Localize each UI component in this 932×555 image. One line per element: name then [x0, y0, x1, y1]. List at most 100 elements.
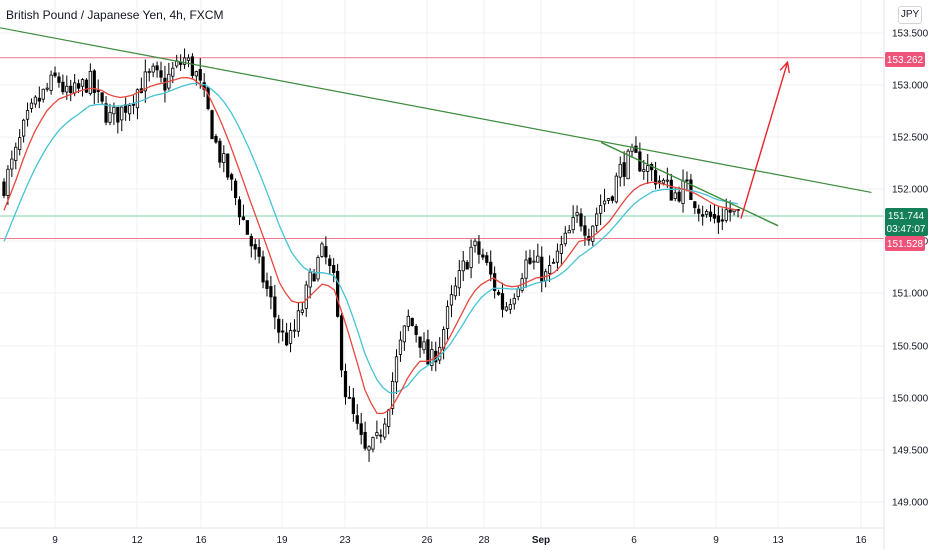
- current-price-value: 151.744: [888, 211, 925, 222]
- candle: [257, 239, 261, 264]
- candle: [10, 150, 14, 177]
- candle: [563, 226, 567, 247]
- candle: [512, 293, 516, 310]
- x-tick-label: 9: [713, 535, 719, 546]
- short-trendline[interactable]: [600, 141, 779, 227]
- candle: [430, 341, 434, 371]
- candle: [120, 106, 124, 132]
- moving-averages: [3, 76, 739, 415]
- candle: [465, 259, 469, 270]
- candle: [328, 254, 332, 275]
- candle: [127, 102, 132, 121]
- candle: [308, 268, 312, 299]
- candle: [375, 420, 379, 440]
- candle: [343, 363, 348, 405]
- candle: [485, 251, 489, 266]
- candle: [159, 61, 163, 83]
- candle: [547, 255, 552, 282]
- candle: [249, 233, 253, 258]
- long-trendline[interactable]: [0, 27, 872, 194]
- candle: [49, 70, 53, 95]
- resistance-price-label: 153.262: [885, 52, 925, 67]
- candle: [595, 207, 599, 233]
- candle: [210, 109, 214, 140]
- candle: [261, 250, 265, 289]
- candle: [233, 178, 238, 206]
- candle: [445, 300, 450, 340]
- candle: [320, 241, 324, 258]
- y-tick-label: 153.000: [892, 81, 929, 92]
- candle: [646, 153, 650, 184]
- candle: [182, 48, 187, 69]
- candle: [363, 421, 367, 451]
- candle: [555, 243, 560, 271]
- x-tick-label: 28: [478, 535, 490, 546]
- candle: [92, 69, 96, 105]
- candle: [669, 173, 673, 201]
- candle: [253, 239, 257, 260]
- candle: [504, 301, 509, 312]
- candle: [155, 61, 159, 78]
- candle: [355, 404, 359, 430]
- candle: [567, 224, 571, 234]
- price-axis[interactable]: 153.500153.000152.500152.000151.500151.0…: [892, 29, 929, 509]
- candle: [516, 285, 520, 301]
- currency-button[interactable]: JPY: [898, 6, 922, 24]
- x-tick-label: 26: [421, 535, 433, 546]
- y-tick-label: 150.500: [892, 342, 929, 353]
- x-tick-label: 12: [131, 535, 143, 546]
- candle: [540, 246, 544, 293]
- candle: [222, 145, 226, 173]
- candle: [179, 54, 183, 71]
- candle: [402, 325, 406, 351]
- candle: [6, 165, 10, 205]
- candle: [657, 175, 662, 189]
- candle: [732, 209, 736, 216]
- candle: [292, 319, 297, 338]
- candle: [265, 272, 269, 297]
- x-tick-label: Sep: [532, 535, 550, 546]
- candle: [528, 249, 532, 265]
- candle: [37, 86, 41, 109]
- candle: [45, 82, 49, 92]
- candle: [489, 250, 493, 282]
- chart-title: British Pound / Japanese Yen, 4h, FXCM: [6, 8, 224, 22]
- candle: [324, 236, 328, 265]
- candle: [22, 118, 26, 143]
- candle: [379, 429, 383, 444]
- candle: [273, 284, 277, 330]
- x-tick-label: 9: [52, 535, 58, 546]
- candle: [167, 62, 171, 91]
- candle: [626, 148, 630, 180]
- time-axis[interactable]: 9 12 16 19 23 26 28 Sep 6 9 13 16: [52, 535, 867, 546]
- candle: [524, 250, 528, 289]
- projection-arrow-head: [779, 60, 790, 74]
- candle: [29, 98, 34, 113]
- price-labels: 153.262 151.744 03:47:07 151.528: [885, 52, 928, 251]
- y-tick-label: 152.500: [892, 133, 929, 144]
- drawings[interactable]: [0, 27, 872, 227]
- candle: [414, 323, 418, 343]
- candle: [469, 239, 473, 279]
- candle: [453, 277, 458, 300]
- candle: [642, 160, 646, 180]
- candle: [14, 142, 18, 170]
- candle: [284, 322, 289, 347]
- candle: [591, 225, 595, 246]
- projection-arrow[interactable]: [740, 61, 789, 219]
- candle: [712, 203, 717, 224]
- candle: [108, 103, 112, 126]
- candle: [269, 275, 273, 310]
- candle: [716, 206, 720, 234]
- candle: [693, 200, 697, 215]
- candle: [116, 106, 120, 134]
- candle: [171, 62, 175, 84]
- y-tick-label: 149.000: [892, 498, 929, 509]
- candle: [606, 197, 611, 205]
- candle: [316, 255, 320, 282]
- candle: [532, 249, 536, 270]
- y-tick-label: 149.500: [892, 446, 929, 457]
- candle: [124, 97, 128, 121]
